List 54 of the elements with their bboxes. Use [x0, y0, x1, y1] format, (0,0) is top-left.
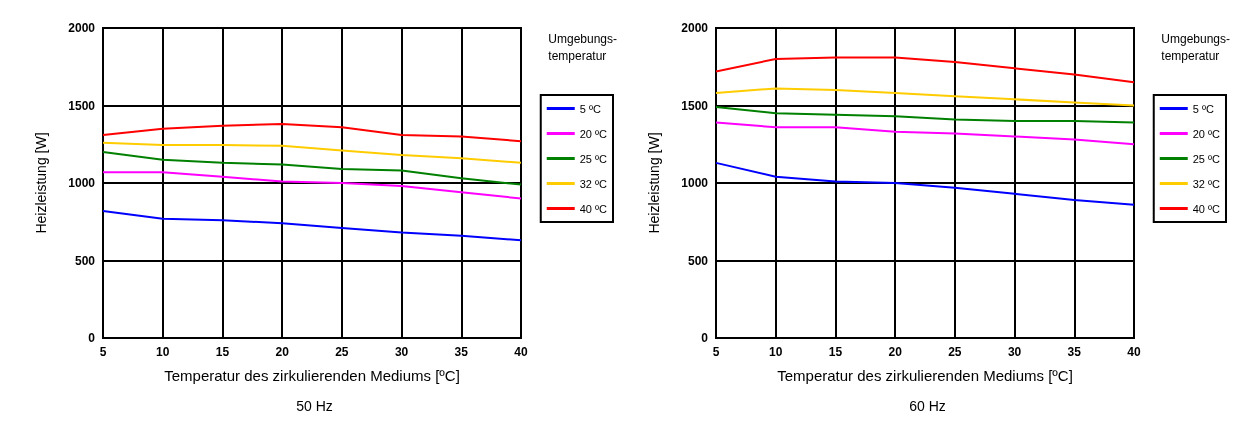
line-series: [102, 209, 522, 242]
y-tick-label: 2000: [681, 21, 709, 35]
y-axis-title: Heizleistung [W]: [646, 132, 662, 234]
legend-label: 20 ºC: [579, 127, 608, 140]
x-axis-title: Temperatur des zirkulierenden Mediums [ºC]: [164, 367, 460, 384]
x-tick-label: 10: [769, 345, 783, 359]
x-tick-label: 5: [712, 345, 720, 359]
y-tick-label: 1500: [68, 98, 96, 113]
x-tick-label: 25: [948, 345, 962, 359]
y-tick-label: 2000: [68, 21, 96, 35]
x-tick-label: 25: [335, 345, 349, 359]
x-tick-label: 35: [1067, 345, 1082, 359]
line-series: [102, 141, 522, 164]
x-tick-label: 30: [1007, 345, 1022, 359]
legend-label: 40 ºC: [1192, 202, 1221, 215]
legend-label: 32 ºC: [1192, 177, 1221, 190]
x-tick-label: 10: [156, 345, 170, 359]
y-tick-label: 1500: [681, 98, 709, 113]
x-tick-label: 40: [1127, 345, 1141, 359]
legend-label: 5 ºC: [579, 102, 601, 115]
y-tick-label: 1000: [68, 176, 96, 190]
line-series: [102, 123, 522, 143]
text: 60 Hz: [909, 398, 946, 414]
x-tick-label: 15: [215, 345, 230, 359]
legend-label: 40 ºC: [579, 202, 608, 215]
x-tick-label: 20: [888, 345, 903, 359]
y-tick-label: 500: [74, 253, 96, 268]
line-series: [715, 161, 1135, 206]
x-axis-title: Temperatur des zirkulierenden Mediums [ºC]: [777, 367, 1073, 384]
legend-label: 25 ºC: [1192, 152, 1221, 165]
y-tick-label: 0: [88, 331, 96, 345]
x-tick-label: 30: [394, 345, 409, 359]
line-series: [715, 87, 1135, 107]
line-series: [102, 171, 522, 200]
legend-label: 5 ºC: [1192, 102, 1214, 115]
legend-label: 25 ºC: [579, 152, 608, 165]
x-tick-label: 15: [828, 345, 843, 359]
x-tick-label: 20: [275, 345, 290, 359]
legend-label: 32 ºC: [579, 177, 608, 190]
line-series: [715, 56, 1135, 84]
line-series: [102, 151, 522, 186]
y-tick-label: 0: [701, 331, 709, 345]
line-series: [715, 106, 1135, 124]
text: 50 Hz: [296, 398, 333, 414]
y-tick-label: 1000: [681, 176, 709, 190]
x-tick-label: 5: [99, 345, 107, 359]
line-series: [715, 121, 1135, 146]
x-tick-label: 35: [454, 345, 469, 359]
y-tick-label: 500: [687, 253, 709, 268]
legend-title: Umgebungs- temperatur: [1161, 31, 1230, 63]
legend-label: 20 ºC: [1192, 127, 1221, 140]
x-tick-label: 40: [514, 345, 528, 359]
legend-title: Umgebungs- temperatur: [548, 31, 617, 63]
y-axis-title: Heizleistung [W]: [33, 132, 49, 234]
